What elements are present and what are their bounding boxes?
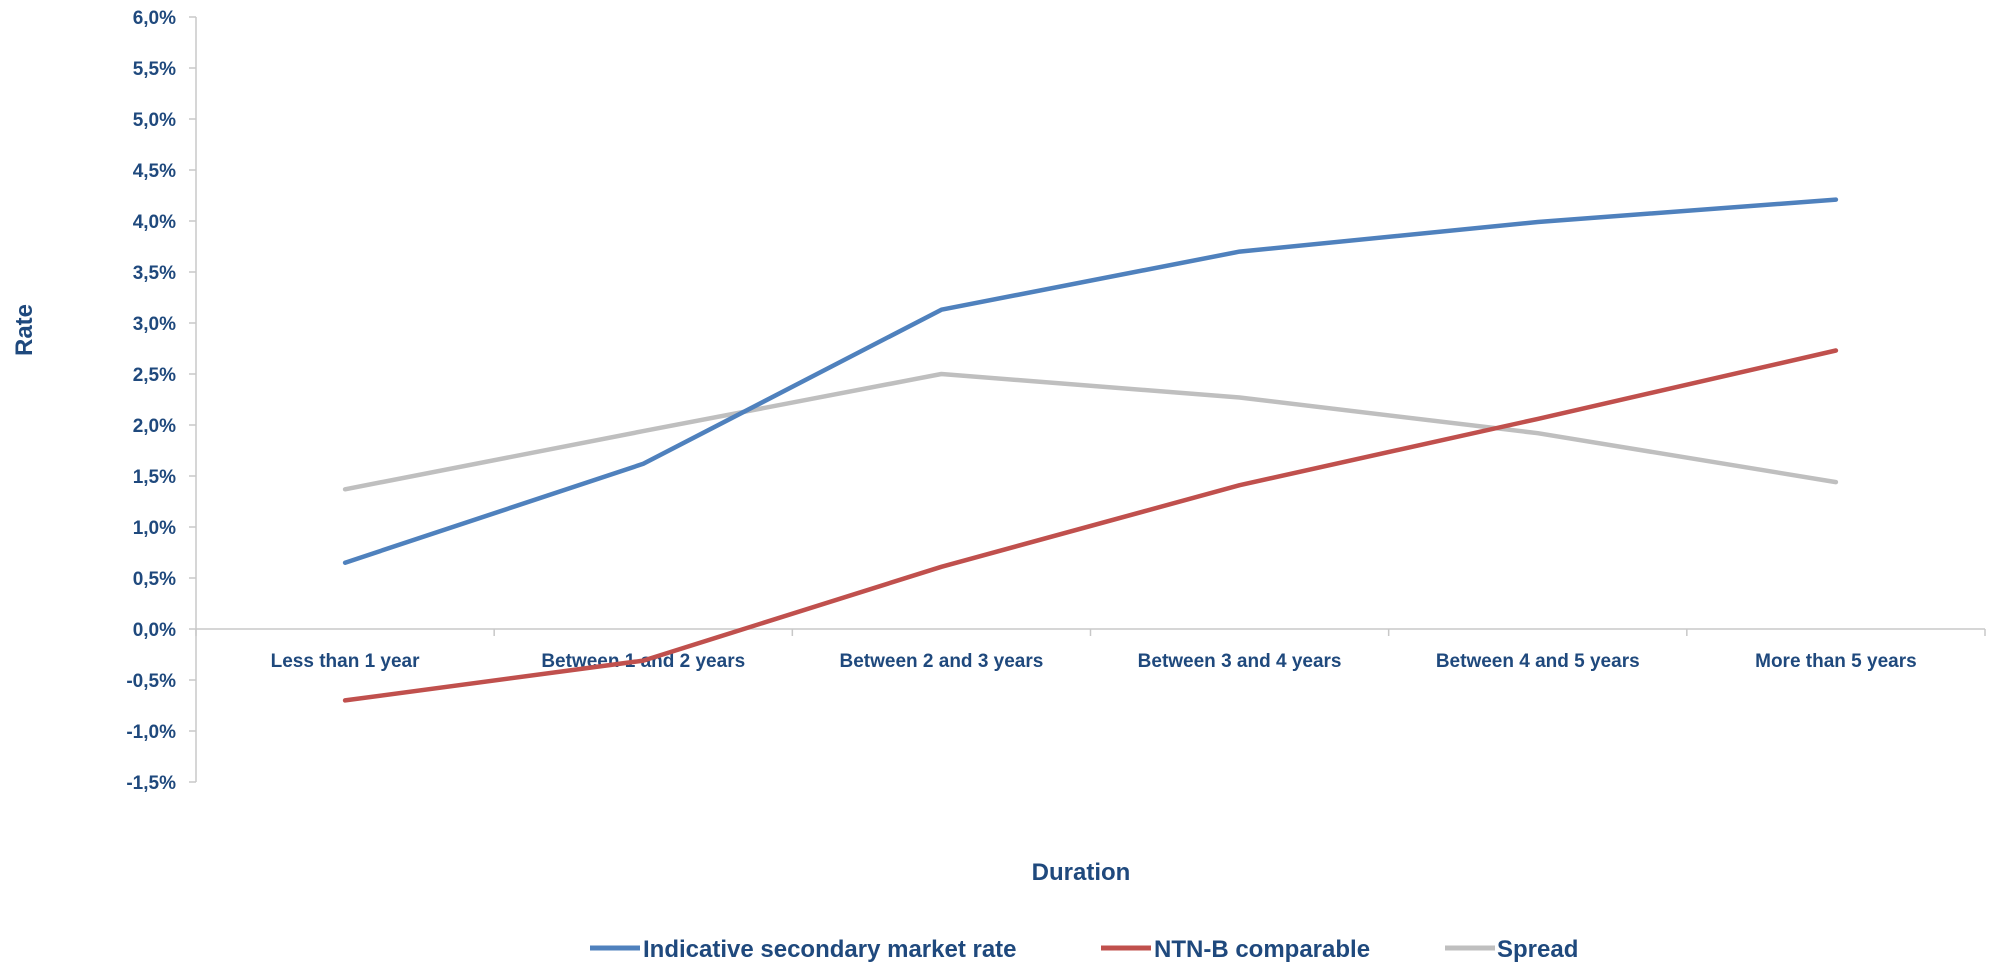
legend-label: Indicative secondary market rate <box>643 936 1017 963</box>
legend-label: Spread <box>1497 936 1578 963</box>
y-tick-label: 5,0% <box>133 110 176 131</box>
y-tick-label: 2,5% <box>133 365 176 386</box>
y-tick-label: -1,0% <box>126 722 176 743</box>
series-line-3 <box>342 371 1839 492</box>
x-tick-label: Less than 1 year <box>271 651 421 672</box>
x-axis-title: Duration <box>1032 859 1131 886</box>
legend: Indicative secondary market rate NTN-B co… <box>590 936 1578 963</box>
y-axis-title: Rate <box>11 304 38 356</box>
series-line-1 <box>342 197 1839 565</box>
y-tick-label: -0,5% <box>126 671 176 692</box>
y-tick-label: -1,5% <box>126 773 176 794</box>
x-tick-label: Between 4 and 5 years <box>1436 651 1640 672</box>
y-tick-label: 6,0% <box>133 8 176 29</box>
y-tick-label: 0,5% <box>133 569 176 590</box>
legend-label: NTN-B comparable <box>1154 936 1370 963</box>
y-tick-label: 1,0% <box>133 518 176 539</box>
y-tick-label: 4,0% <box>133 212 176 233</box>
y-tick-label: 1,5% <box>133 467 176 488</box>
y-tick-label: 4,5% <box>133 161 176 182</box>
y-tick-label: 2,0% <box>133 416 176 437</box>
x-tick-label: Between 3 and 4 years <box>1138 651 1342 672</box>
series-line-2 <box>342 348 1839 703</box>
x-tick-label: More than 5 years <box>1755 651 1917 672</box>
y-tick-label: 5,5% <box>133 59 176 80</box>
y-tick-label: 3,5% <box>133 263 176 284</box>
y-tick-label: 3,0% <box>133 314 176 335</box>
x-tick-label: Between 2 and 3 years <box>840 651 1044 672</box>
y-tick-label: 0,0% <box>133 620 176 641</box>
